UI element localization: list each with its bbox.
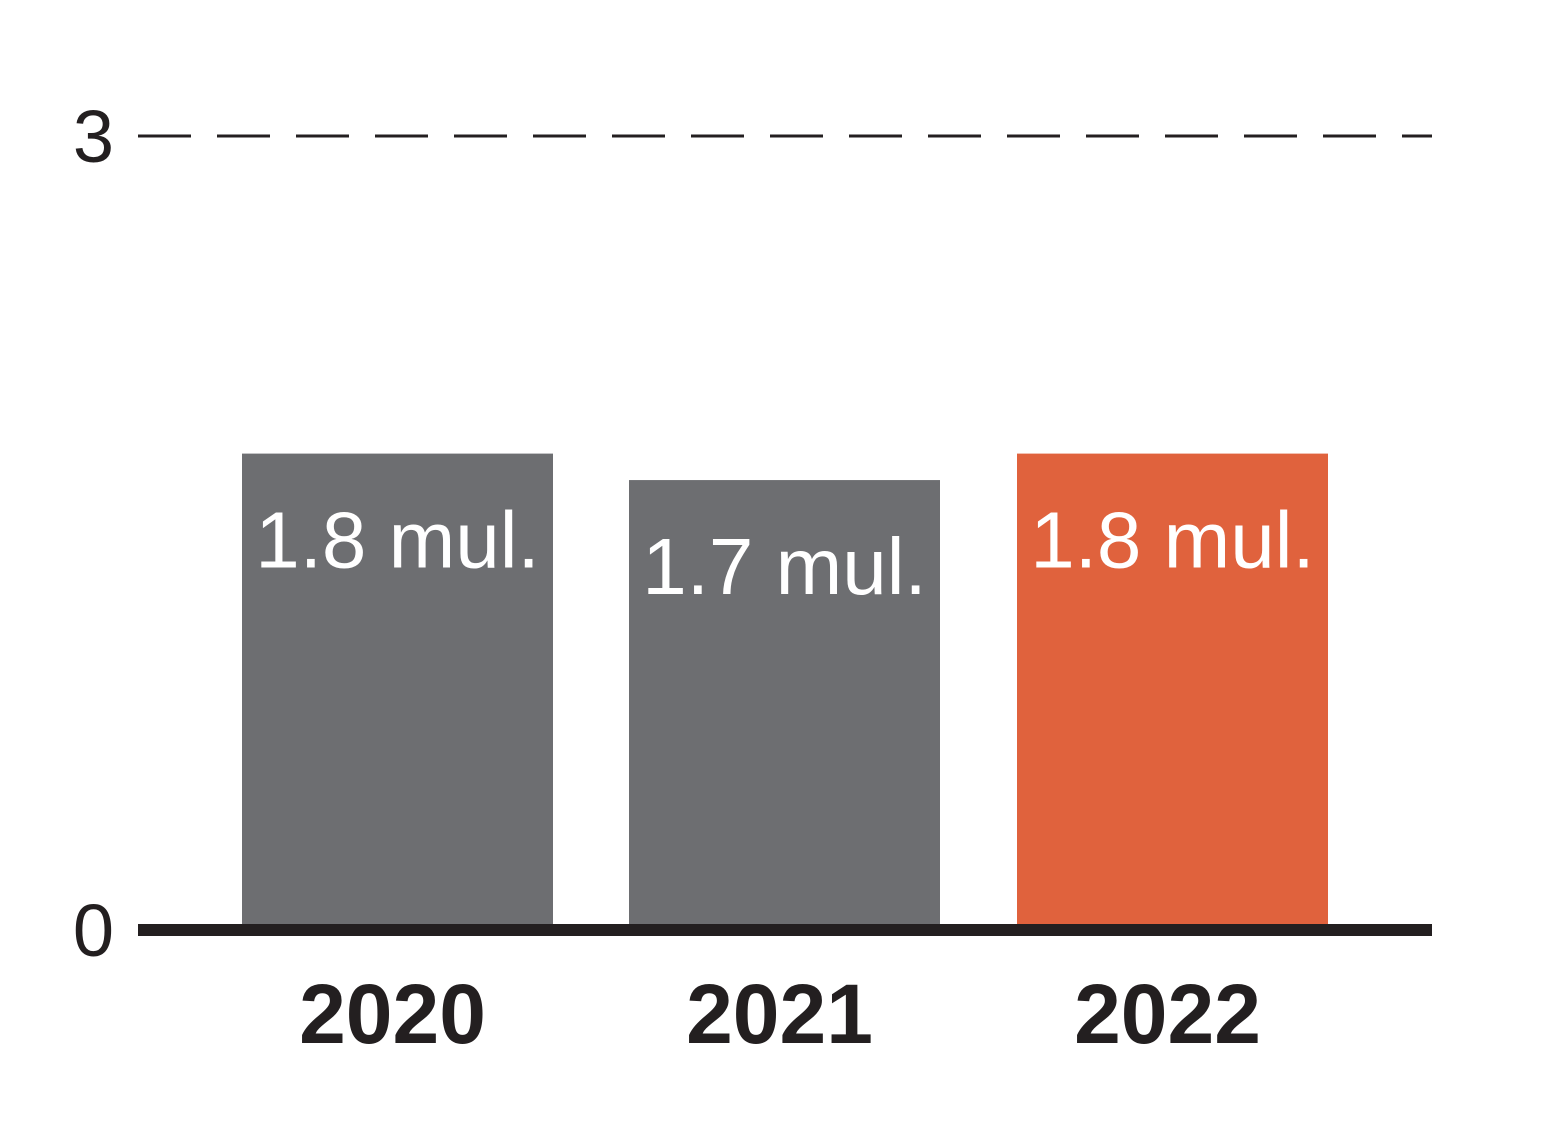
bar-2020 [242, 453, 553, 927]
bar-value-label-2022: 1.8 mul. [1030, 496, 1315, 585]
bar-2022 [1017, 453, 1328, 927]
bar-value-label-2020: 1.8 mul. [255, 496, 540, 585]
x-category-label-2021: 2021 [686, 967, 873, 1061]
bar-2021 [629, 480, 940, 927]
bars-layer [242, 453, 1328, 927]
y-tick-label-0: 0 [73, 889, 114, 972]
x-category-label-2022: 2022 [1074, 967, 1261, 1061]
x-category-label-2020: 2020 [299, 967, 486, 1061]
bar-value-label-2021: 1.7 mul. [642, 522, 927, 611]
labels-layer: 1.8 mul. 1.7 mul. 1.8 mul. 0 3 2020 2021 2022 [73, 95, 1315, 1061]
y-tick-label-3: 3 [73, 95, 114, 178]
